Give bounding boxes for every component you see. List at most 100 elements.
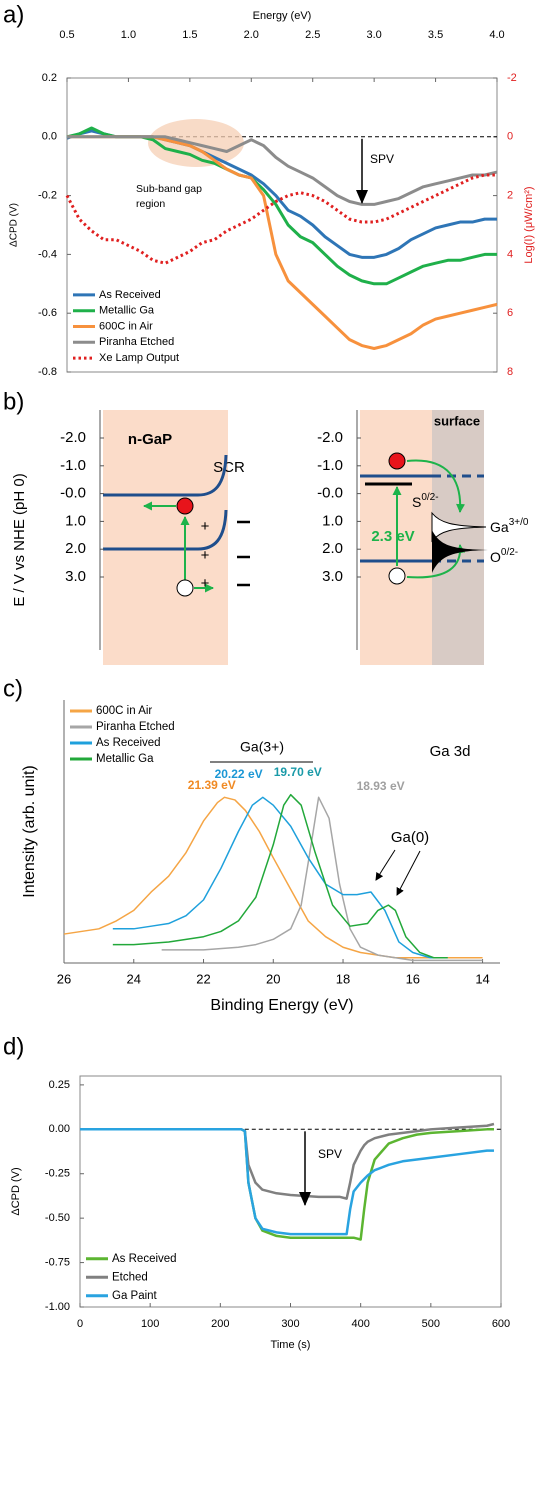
y-tick-label: 0.25: [49, 1079, 70, 1091]
x-tick-label: 18: [336, 971, 350, 986]
y2-axis-label: Log(I) (μW/cm²): [523, 186, 535, 263]
state-density: [431, 511, 487, 543]
y2-tick-label: -2: [507, 72, 517, 84]
state-sup: 0/2-: [421, 492, 438, 503]
y-tick-label: -2.0: [317, 429, 343, 446]
legend-label: Metallic Ga: [96, 753, 154, 765]
state-base: O: [490, 549, 501, 565]
plot-frame: [66, 77, 498, 373]
peak-label: 20.22 eV: [215, 767, 263, 781]
x-tick-label: 2.5: [305, 29, 320, 41]
x-tick-label: 16: [406, 971, 420, 986]
state-label: S0/2-: [412, 492, 439, 510]
legend-label: Ga Paint: [112, 1290, 158, 1302]
x-axis-label: Energy (eV): [253, 10, 312, 22]
y-tick-label: 3.0: [322, 568, 343, 585]
x-tick-label: 600: [492, 1318, 510, 1330]
y-tick-label: -1.0: [60, 457, 86, 474]
x-tick-label: 14: [475, 971, 489, 986]
series-line: [112, 796, 448, 959]
x-axis-label: Time (s): [271, 1339, 311, 1351]
y-tick-label: -1.0: [317, 457, 343, 474]
series-line: [65, 173, 497, 265]
x-tick-label: 3.5: [428, 29, 443, 41]
y-tick-label: -0.4: [38, 248, 57, 260]
x-tick-label: 1.0: [121, 29, 136, 41]
charge: +: [201, 547, 210, 564]
y2-tick-label: 0: [507, 131, 513, 143]
series-line: [161, 796, 483, 962]
state-sup: 0/2-: [501, 547, 518, 558]
y-tick-label: -0.50: [45, 1212, 70, 1224]
scr-label: SCR: [213, 459, 245, 476]
state-base: S: [412, 494, 421, 510]
state-base: Ga: [490, 519, 509, 535]
series-line: [80, 1128, 494, 1236]
y-axis-label: ΔCPD (V): [10, 1167, 22, 1215]
annotation-arrow: [375, 849, 396, 881]
y-axis-label: E / V vs NHE (pH 0): [11, 473, 28, 606]
y-tick-label: 1.0: [65, 512, 86, 529]
x-tick-label: 200: [211, 1318, 229, 1330]
annotation: Ga(0): [391, 829, 429, 846]
y-axis-label: ΔCPD (V): [9, 203, 20, 247]
y-tick-label: 1.0: [322, 512, 343, 529]
x-tick-label: 3.0: [366, 29, 381, 41]
x-tick-label: 1.5: [182, 29, 197, 41]
y-tick-label: 0.0: [42, 131, 57, 143]
y-tick-label: -0.0: [317, 485, 343, 502]
y-tick-label: 0.00: [49, 1123, 70, 1135]
x-tick-label: 26: [57, 971, 71, 986]
x-tick-label: 300: [281, 1318, 299, 1330]
band-diagram: b) E / V vs NHE (pH 0) n-GaP SCR + + + s…: [3, 388, 529, 665]
x-tick-label: 100: [141, 1318, 159, 1330]
legend-label: Xe Lamp Output: [99, 352, 179, 364]
y-tick-label: 0.2: [42, 72, 57, 84]
y-tick-label: -0.75: [45, 1256, 70, 1268]
conduction-band: [103, 454, 228, 497]
x-axis-label: Binding Energy (eV): [210, 997, 353, 1014]
y-tick-label: -0.8: [38, 366, 57, 378]
semiconductor-region: [103, 410, 228, 665]
annotation: Sub-band gap: [136, 183, 202, 195]
state-label: O0/2-: [490, 547, 518, 565]
peak-label: 19.70 eV: [274, 765, 322, 779]
legend-label: Etched: [112, 1271, 148, 1283]
region-title: surface: [434, 413, 480, 428]
annotation: region: [136, 198, 165, 210]
x-tick-label: 24: [127, 971, 141, 986]
annotation: Ga 3d: [430, 743, 471, 760]
electron: [176, 497, 194, 515]
state-density: [432, 530, 488, 573]
peak-label: 21.39 eV: [188, 778, 236, 792]
x-tick-label: 400: [351, 1318, 369, 1330]
y2-tick-label: 8: [507, 366, 513, 378]
y-axis-label: Intensity (arb. unit): [21, 765, 38, 898]
x-tick-label: 500: [422, 1318, 440, 1330]
x-tick-label: 2.0: [244, 29, 259, 41]
y-tick-label: -1.00: [45, 1301, 70, 1313]
y2-tick-label: 6: [507, 307, 513, 319]
legend-label: As Received: [96, 737, 161, 749]
charge: +: [201, 575, 210, 592]
series-line: [112, 793, 448, 959]
legend-label: Piranha Etched: [96, 721, 175, 733]
annotation: SPV: [370, 152, 394, 166]
state-label: Ga3+/0: [490, 517, 529, 535]
legend-label: 600C in Air: [96, 705, 152, 717]
peak-label: 18.93 eV: [357, 779, 405, 793]
y-tick-label: 3.0: [65, 568, 86, 585]
state-sup: 3+/0: [509, 517, 529, 528]
series-line: [67, 135, 498, 206]
valence-band: [103, 509, 228, 551]
panel-label: c): [3, 675, 23, 702]
x-tick-label: 20: [266, 971, 280, 986]
legend-label: Metallic Ga: [99, 305, 155, 317]
x-tick-label: 0.5: [59, 29, 74, 41]
gap-label: 2.3 eV: [371, 528, 414, 545]
y-tick-label: -2.0: [60, 429, 86, 446]
panel-label: a): [3, 1, 24, 28]
annotation: Ga(3+): [240, 739, 284, 755]
y-tick-label: -0.0: [60, 485, 86, 502]
